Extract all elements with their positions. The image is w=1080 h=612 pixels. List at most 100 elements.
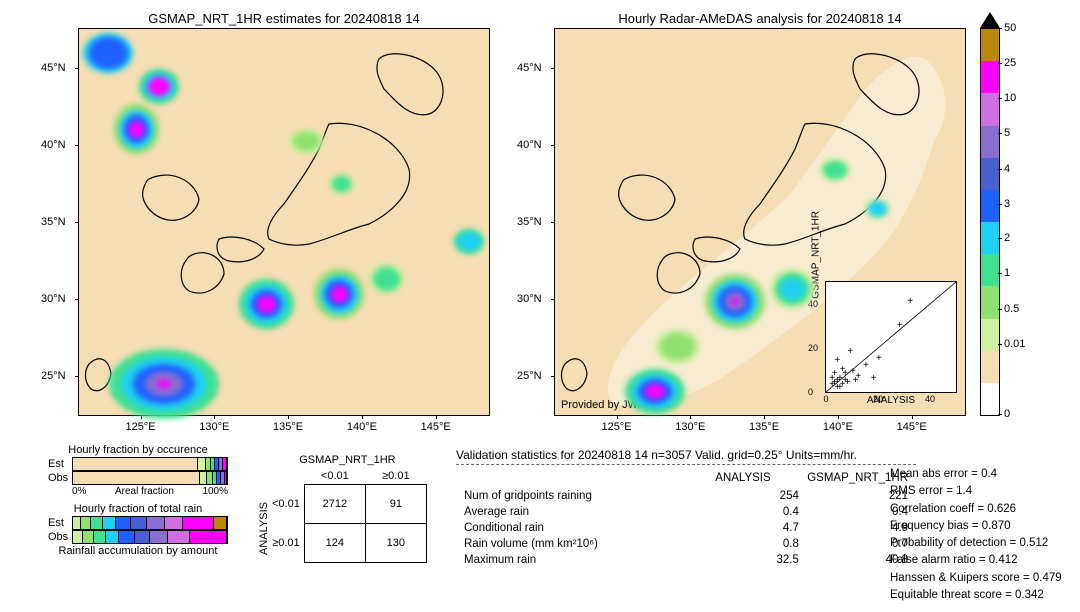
bar-seg (116, 517, 131, 529)
bar-seg (135, 531, 151, 543)
y-tick: 30°N (517, 293, 542, 305)
validation-row: Rain volume (mm km²10⁶)0.80.7 (458, 537, 914, 551)
y-tick: 45°N (41, 62, 66, 74)
x-tick: 140°E (347, 421, 377, 433)
x-tick: 145°E (897, 421, 927, 433)
x-tick: 130°E (675, 421, 705, 433)
scatter-point: + (853, 379, 857, 383)
stat-line: RMS error = 1.4 (890, 483, 1062, 500)
bar-seg (190, 531, 227, 543)
validation-value-a: 0.8 (698, 537, 805, 551)
bar-row: Est (48, 458, 228, 470)
rain-blob (780, 278, 805, 300)
colorbar-seg (981, 319, 999, 351)
validation-row: Conditional rain4.74.9 (458, 521, 914, 535)
inset-xlabel: ANALYSIS (826, 395, 956, 406)
occurrence-bars: Hourly fraction by occurence EstObs 0% A… (48, 444, 228, 559)
x-tick: 140°E (823, 421, 853, 433)
cont-cell-00: 2712 (304, 485, 365, 524)
cont-cell-01: 91 (365, 485, 426, 524)
left-map-title: GSMAP_NRT_1HR estimates for 20240818 14 (79, 11, 489, 26)
validation-block: Validation statistics for 20240818 14 n=… (456, 448, 916, 569)
occurrence-title: Hourly fraction by occurence (48, 444, 228, 456)
validation-metric: Num of gridpoints raining (458, 489, 696, 503)
inset-ytick: 20 (808, 343, 818, 353)
inset-ytick: 0 (808, 387, 813, 397)
bar-seg (214, 517, 227, 529)
bar-seg (91, 517, 104, 529)
bar-track (72, 516, 228, 530)
colorbar-tick: 10 (1004, 92, 1016, 104)
contingency-col-title: GSMAP_NRT_1HR (268, 454, 427, 466)
scatter-point: + (834, 379, 838, 383)
y-tick: 30°N (41, 293, 66, 305)
x-tick: 135°E (273, 421, 303, 433)
rain-blob (660, 333, 695, 360)
rain-blob (868, 201, 888, 217)
bar-seg (131, 517, 146, 529)
validation-title: Validation statistics for 20240818 14 n=… (456, 448, 916, 462)
colorbar-seg (981, 222, 999, 254)
bar-seg (165, 517, 183, 529)
validation-value-a: 4.7 (698, 521, 805, 535)
colorbar-seg (981, 126, 999, 158)
scatter-point: + (834, 359, 838, 363)
colorbar-seg (981, 351, 999, 383)
bar-track (72, 530, 228, 544)
y-tick: 40°N (517, 139, 542, 151)
bar-seg (198, 458, 206, 470)
scatter-point: + (845, 381, 849, 385)
rain-blob (731, 298, 738, 305)
stat-line: Mean abs error = 0.4 (890, 466, 1062, 483)
stat-line: Hanssen & Kuipers score = 0.479 (890, 570, 1062, 587)
bar-seg (147, 517, 165, 529)
rain-blob (823, 161, 846, 178)
validation-rows: Num of gridpoints raining254221Average r… (456, 487, 916, 569)
cont-row-0: <0.01 (268, 485, 304, 524)
bar-row: Obs (48, 531, 228, 543)
bar-row-label: Obs (48, 472, 72, 484)
colorbar-tick: 25 (1004, 57, 1016, 69)
colorbar-seg (981, 29, 999, 61)
scatter-point: + (876, 357, 880, 361)
colorbar-tick: 0.5 (1004, 303, 1019, 315)
validation-metric: Maximum rain (458, 553, 696, 567)
scatter-point: + (850, 370, 854, 374)
rain-blob (257, 296, 276, 313)
y-tick: 40°N (41, 139, 66, 151)
cont-cell-11: 130 (365, 524, 426, 563)
bar-seg (81, 517, 91, 529)
bar-seg (119, 531, 135, 543)
scatter-point: + (907, 300, 911, 304)
bar-seg (73, 458, 198, 470)
colorbar-seg (981, 158, 999, 190)
rain-blob (457, 232, 480, 252)
occ-axis-0: 0% (72, 486, 86, 497)
colorbar-tick: 4 (1004, 163, 1010, 175)
bar-seg (168, 531, 189, 543)
rain-blob (157, 380, 170, 388)
bar-seg (225, 472, 227, 484)
inset-xtick: 0 (823, 394, 828, 404)
total-rain-footer: Rainfall accumulation by amount (48, 545, 228, 557)
colorbar-tick: 0 (1004, 408, 1010, 420)
validation-metric: Conditional rain (458, 521, 696, 535)
validation-value-a: 0.4 (698, 505, 805, 519)
colorbar-tick: 50 (1004, 22, 1016, 34)
bar-seg (106, 531, 119, 543)
rain-blob (331, 286, 348, 303)
bar-row: Est (48, 517, 228, 529)
validation-row: Num of gridpoints raining254221 (458, 489, 914, 503)
rain-blob (332, 176, 352, 192)
colorbar-seg (981, 286, 999, 318)
scatter-inset: ANALYSIS GSMAP_NRT_1HR 0020204040+++++++… (825, 281, 957, 393)
stat-line: False alarm ratio = 0.412 (890, 552, 1062, 569)
colorbar-seg (981, 190, 999, 222)
bar-seg (103, 517, 116, 529)
scatter-point: + (871, 377, 875, 381)
bar-track (72, 471, 228, 485)
stat-line: Probability of detection = 0.512 (890, 535, 1062, 552)
colorbar-seg (981, 61, 999, 93)
right-map-title: Hourly Radar-AMeDAS analysis for 2024081… (555, 11, 965, 26)
rain-blob (373, 267, 400, 290)
